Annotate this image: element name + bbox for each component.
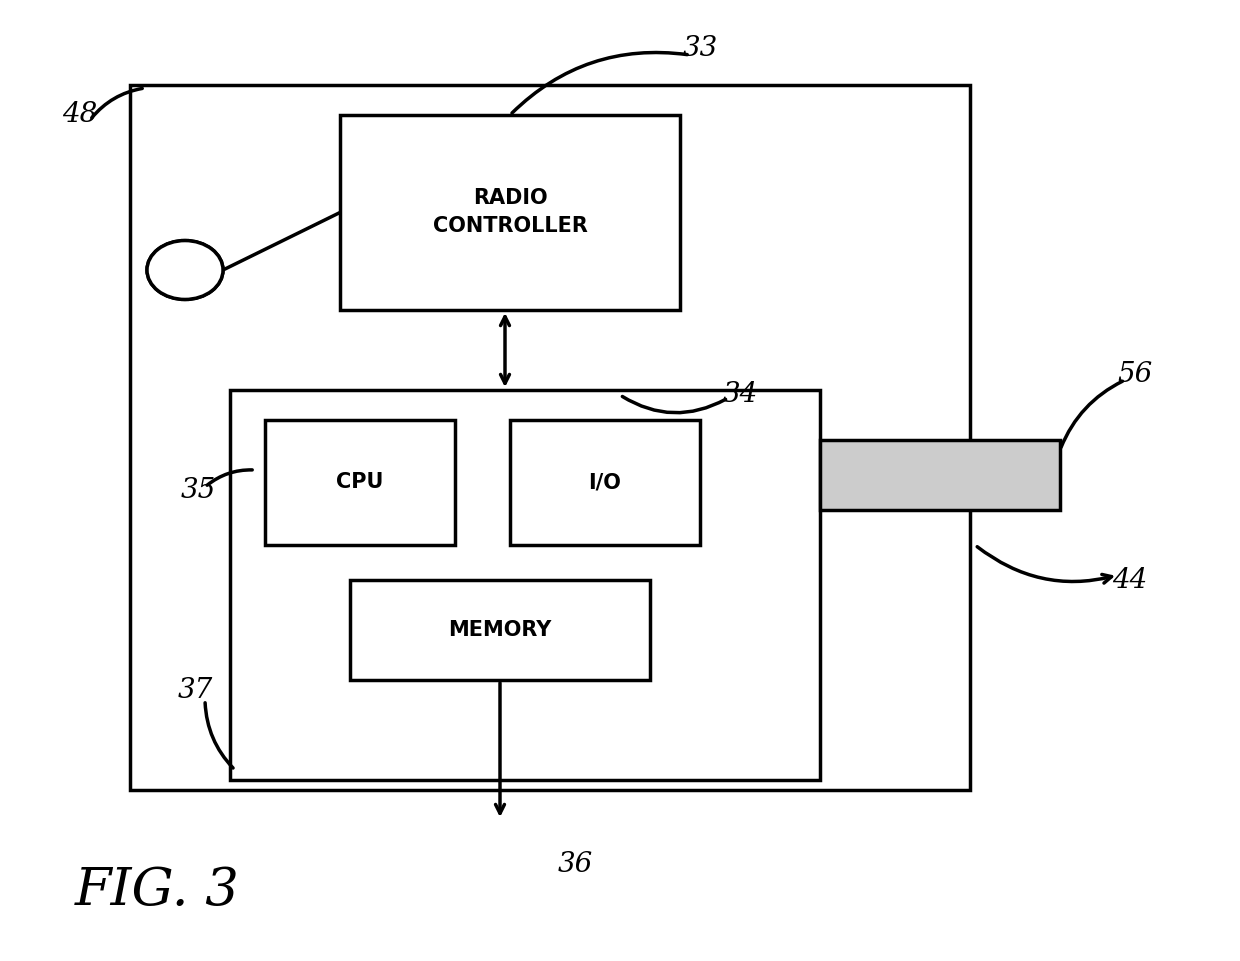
Text: 34: 34	[723, 382, 758, 408]
Text: MEMORY: MEMORY	[449, 620, 552, 640]
Bar	[820, 440, 1060, 510]
Bar	[130, 85, 970, 790]
Text: 37: 37	[177, 677, 212, 703]
Text: 56: 56	[1117, 361, 1153, 388]
Text: 44: 44	[1112, 566, 1148, 594]
Text: I/O: I/O	[589, 473, 621, 492]
Circle shape	[148, 240, 223, 300]
Bar	[229, 390, 820, 780]
Circle shape	[148, 240, 223, 300]
Text: 36: 36	[557, 851, 593, 878]
Text: RADIO
CONTROLLER: RADIO CONTROLLER	[433, 188, 588, 236]
Text: CPU: CPU	[336, 473, 383, 492]
Bar	[350, 580, 650, 680]
Text: 48: 48	[62, 102, 98, 129]
Text: 33: 33	[682, 35, 718, 62]
Text: 35: 35	[180, 477, 216, 504]
Bar	[265, 420, 455, 545]
Bar	[340, 115, 680, 310]
Text: FIG. 3: FIG. 3	[74, 865, 239, 916]
Bar	[510, 420, 701, 545]
